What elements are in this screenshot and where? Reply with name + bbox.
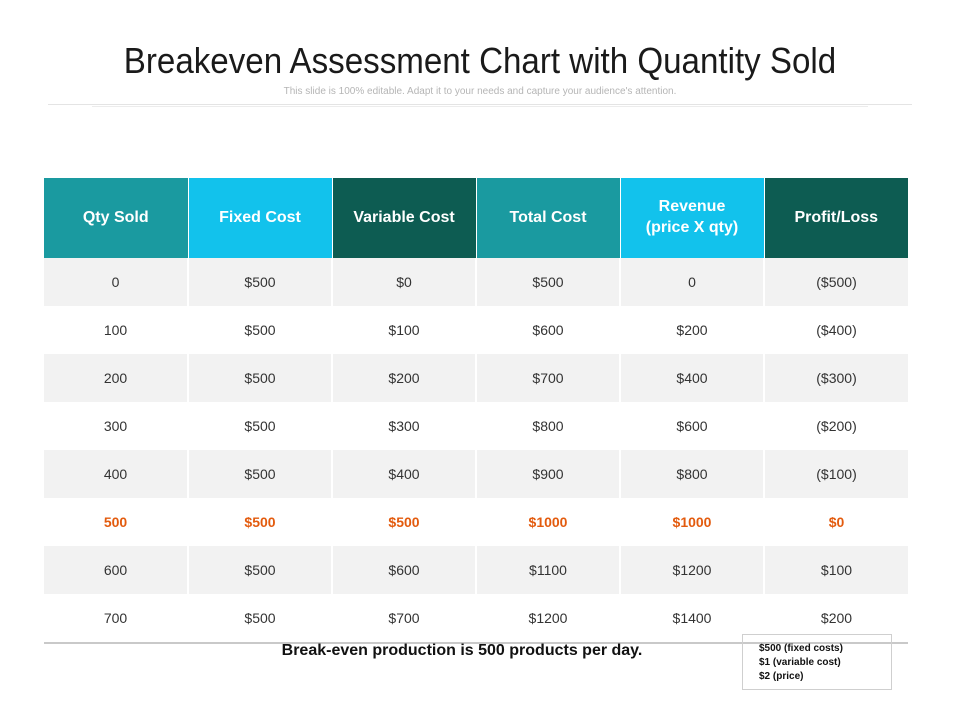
assumption-variable-cost: $1 (variable cost) bbox=[759, 657, 841, 668]
cell-fixed-cost: $500 bbox=[188, 306, 333, 354]
header-variable-cost: Variable Cost bbox=[332, 178, 477, 258]
cell-revenue: $400 bbox=[620, 354, 765, 402]
breakeven-note: Break-even production is 500 products pe… bbox=[281, 642, 643, 659]
cell-total-cost: $900 bbox=[476, 450, 621, 498]
cell-total-cost: $1200 bbox=[476, 594, 621, 644]
cell-total-cost: $500 bbox=[476, 258, 621, 306]
assumptions-box: $500 (fixed costs) $1 (variable cost) $2… bbox=[742, 634, 892, 690]
cell-variable-cost: $500 bbox=[332, 498, 477, 546]
page-title: Breakeven Assessment Chart with Quantity… bbox=[123, 40, 837, 81]
cell-variable-cost: $400 bbox=[332, 450, 477, 498]
cell-qty-sold: 100 bbox=[44, 306, 189, 354]
header-revenue: Revenue (price X qty) bbox=[620, 178, 765, 258]
cell-qty-sold: 700 bbox=[44, 594, 189, 644]
cell-total-cost: $700 bbox=[476, 354, 621, 402]
cell-qty-sold: 400 bbox=[44, 450, 189, 498]
table-header-row: Qty Sold Fixed Cost Variable Cost Total … bbox=[44, 178, 908, 258]
cell-fixed-cost: $500 bbox=[188, 594, 333, 644]
table-row: 700 $500 $700 $1200 $1400 $200 bbox=[44, 594, 908, 644]
cell-profit-loss: ($100) bbox=[764, 450, 908, 498]
table-row-breakeven: 500 $500 $500 $1000 $1000 $0 bbox=[44, 498, 908, 546]
table-row: 0 $500 $0 $500 0 ($500) bbox=[44, 258, 908, 306]
cell-profit-loss: ($500) bbox=[764, 258, 908, 306]
cell-total-cost: $800 bbox=[476, 402, 621, 450]
cell-qty-sold: 500 bbox=[44, 498, 189, 546]
cell-fixed-cost: $500 bbox=[188, 546, 333, 594]
breakeven-table: Qty Sold Fixed Cost Variable Cost Total … bbox=[44, 178, 908, 644]
cell-revenue: $600 bbox=[620, 402, 765, 450]
cell-profit-loss: ($200) bbox=[764, 402, 908, 450]
cell-qty-sold: 300 bbox=[44, 402, 189, 450]
cell-revenue: $1400 bbox=[620, 594, 765, 644]
cell-total-cost: $1000 bbox=[476, 498, 621, 546]
cell-variable-cost: $100 bbox=[332, 306, 477, 354]
cell-revenue: $1200 bbox=[620, 546, 765, 594]
cell-qty-sold: 200 bbox=[44, 354, 189, 402]
cell-revenue: $1000 bbox=[620, 498, 765, 546]
cell-profit-loss: ($400) bbox=[764, 306, 908, 354]
cell-revenue: $800 bbox=[620, 450, 765, 498]
header-fixed-cost: Fixed Cost bbox=[188, 178, 333, 258]
header-qty-sold: Qty Sold bbox=[44, 178, 189, 258]
cell-variable-cost: $600 bbox=[332, 546, 477, 594]
cell-qty-sold: 0 bbox=[44, 258, 189, 306]
cell-total-cost: $600 bbox=[476, 306, 621, 354]
cell-variable-cost: $200 bbox=[332, 354, 477, 402]
title-divider-inner bbox=[92, 106, 868, 107]
cell-variable-cost: $300 bbox=[332, 402, 477, 450]
cell-fixed-cost: $500 bbox=[188, 498, 333, 546]
title-divider bbox=[48, 104, 912, 105]
header-profit-loss: Profit/Loss bbox=[764, 178, 908, 258]
table-row: 600 $500 $600 $1100 $1200 $100 bbox=[44, 546, 908, 594]
page-subtitle: This slide is 100% editable. Adapt it to… bbox=[283, 86, 677, 97]
table-row: 300 $500 $300 $800 $600 ($200) bbox=[44, 402, 908, 450]
cell-revenue: 0 bbox=[620, 258, 765, 306]
cell-profit-loss: $0 bbox=[764, 498, 908, 546]
cell-profit-loss: ($300) bbox=[764, 354, 908, 402]
table-row: 100 $500 $100 $600 $200 ($400) bbox=[44, 306, 908, 354]
cell-variable-cost: $0 bbox=[332, 258, 477, 306]
cell-total-cost: $1100 bbox=[476, 546, 621, 594]
header-total-cost: Total Cost bbox=[476, 178, 621, 258]
assumption-fixed-costs: $500 (fixed costs) bbox=[759, 643, 843, 654]
cell-variable-cost: $700 bbox=[332, 594, 477, 644]
cell-fixed-cost: $500 bbox=[188, 450, 333, 498]
cell-fixed-cost: $500 bbox=[188, 258, 333, 306]
cell-revenue: $200 bbox=[620, 306, 765, 354]
cell-qty-sold: 600 bbox=[44, 546, 189, 594]
table-row: 200 $500 $200 $700 $400 ($300) bbox=[44, 354, 908, 402]
cell-fixed-cost: $500 bbox=[188, 402, 333, 450]
assumption-price: $2 (price) bbox=[759, 671, 804, 682]
cell-fixed-cost: $500 bbox=[188, 354, 333, 402]
table-row: 400 $500 $400 $900 $800 ($100) bbox=[44, 450, 908, 498]
cell-profit-loss: $100 bbox=[764, 546, 908, 594]
